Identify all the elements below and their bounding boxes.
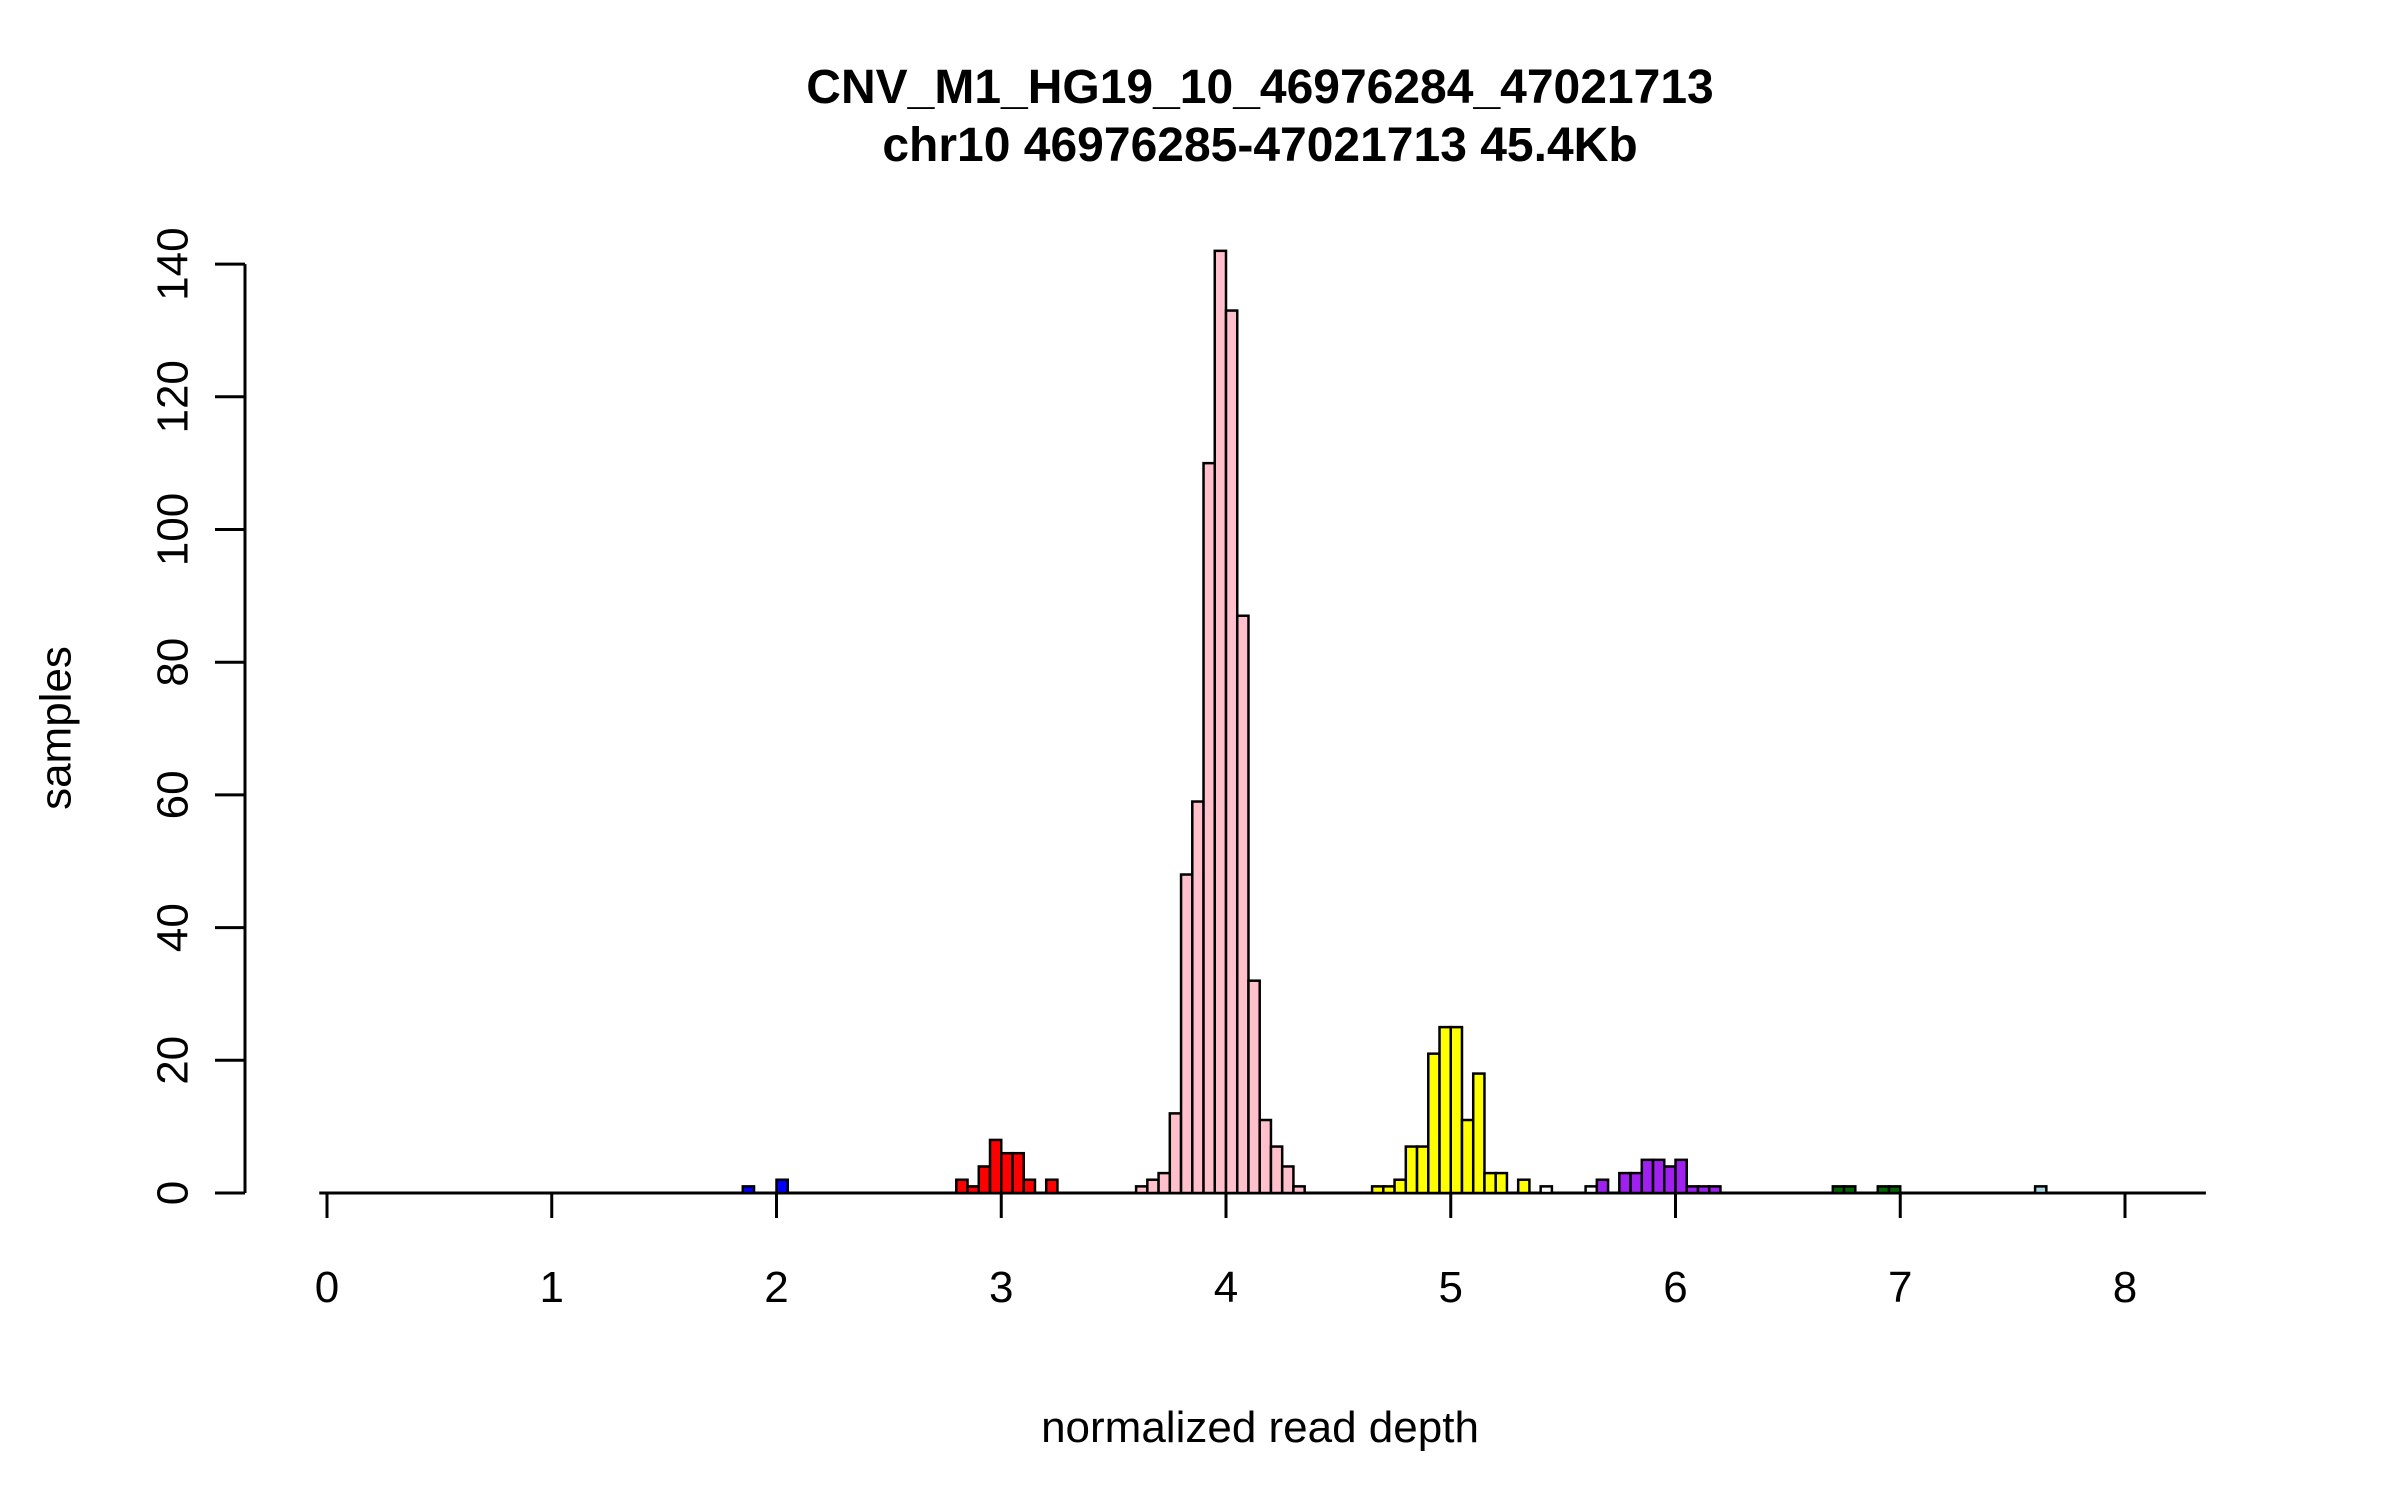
histogram-bar: [1011, 1151, 1025, 1195]
y-tick-label: 40: [148, 903, 197, 952]
histogram-bar: [1382, 1185, 1396, 1195]
histogram-bar: [1584, 1185, 1599, 1195]
y-tick-label: 100: [148, 493, 197, 566]
histogram-bar: [1427, 1052, 1441, 1195]
histogram-bars: [741, 249, 2048, 1195]
histogram-bar: [1393, 1178, 1408, 1195]
histogram-bar: [1146, 1178, 1160, 1195]
histogram-bar: [1179, 873, 1194, 1195]
histogram-bar: [1404, 1145, 1419, 1195]
histogram-bar: [2033, 1185, 2048, 1195]
histogram-bar: [977, 1165, 992, 1195]
histogram-bar: [1595, 1178, 1610, 1195]
histogram-bar: [1438, 1025, 1452, 1195]
histogram-bar: [1842, 1185, 1857, 1195]
histogram-bar: [955, 1178, 969, 1195]
y-tick-label: 0: [148, 1181, 197, 1205]
histogram-bar: [1202, 461, 1217, 1195]
y-axis-label: samples: [31, 646, 80, 810]
histogram-bar: [1235, 614, 1250, 1195]
histogram-bar: [1494, 1171, 1509, 1195]
chart-title: CNV_M1_HG19_10_46976284_47021713: [806, 61, 1713, 114]
histogram-bar: [1280, 1165, 1295, 1195]
y-tick-label: 120: [148, 360, 197, 433]
histogram-bar: [1887, 1185, 1902, 1195]
histogram-bar: [966, 1185, 981, 1195]
histogram-bar: [1134, 1185, 1149, 1195]
histogram-bar: [1292, 1185, 1306, 1195]
x-tick-label: 5: [1439, 1263, 1463, 1312]
histogram-bar: [1191, 800, 1205, 1195]
histogram-bar: [1539, 1185, 1554, 1195]
histogram-bar: [1213, 249, 1228, 1195]
histogram-bar: [1000, 1151, 1014, 1195]
histogram-bar: [1157, 1171, 1172, 1195]
histogram-bar: [1685, 1185, 1700, 1195]
y-tick-label: 20: [148, 1036, 197, 1085]
histogram-bar: [1483, 1171, 1497, 1195]
histogram-bar: [775, 1178, 789, 1195]
histogram-bar: [1674, 1158, 1688, 1195]
x-tick-label: 4: [1214, 1263, 1238, 1312]
x-tick-label: 2: [764, 1263, 788, 1312]
histogram-bar: [1460, 1118, 1475, 1195]
x-tick-label: 0: [315, 1263, 339, 1312]
histogram-bar: [1247, 979, 1261, 1195]
x-tick-label: 8: [2113, 1263, 2137, 1312]
histogram-bar: [1269, 1145, 1284, 1195]
histogram-bar: [1449, 1025, 1464, 1195]
histogram-bar: [1618, 1171, 1632, 1195]
histogram-bar: [1022, 1178, 1037, 1195]
histogram-bar: [1258, 1118, 1273, 1195]
histogram-bar: [1471, 1072, 1486, 1195]
histogram-bar: [1663, 1165, 1677, 1195]
x-tick-label: 1: [540, 1263, 564, 1312]
histogram-bar: [1044, 1178, 1059, 1195]
histogram-bar: [1831, 1185, 1846, 1195]
x-tick-label: 7: [1888, 1263, 1912, 1312]
y-tick-label: 80: [148, 638, 197, 687]
histogram-bar: [988, 1138, 1003, 1195]
x-tick-label: 3: [989, 1263, 1013, 1312]
histogram-bar: [1415, 1145, 1430, 1195]
x-tick-label: 6: [1663, 1263, 1687, 1312]
histogram-bar: [1224, 309, 1239, 1195]
histogram-bar: [1640, 1158, 1655, 1195]
histogram-bar: [741, 1185, 756, 1195]
y-tick-label: 140: [148, 227, 197, 300]
histogram-bar: [1370, 1185, 1385, 1195]
y-tick-label: 60: [148, 770, 197, 819]
histogram-bar: [1651, 1158, 1666, 1195]
histogram-bar: [1168, 1112, 1183, 1195]
histogram-bar: [1707, 1185, 1722, 1195]
histogram-bar: [1629, 1171, 1644, 1195]
histogram-bar: [1516, 1178, 1531, 1195]
histogram-bar: [1876, 1185, 1891, 1195]
chart-subtitle: chr10 46976285-47021713 45.4Kb: [882, 119, 1637, 172]
x-axis-label: normalized read depth: [1041, 1403, 1479, 1452]
histogram-bar: [1696, 1185, 1711, 1195]
